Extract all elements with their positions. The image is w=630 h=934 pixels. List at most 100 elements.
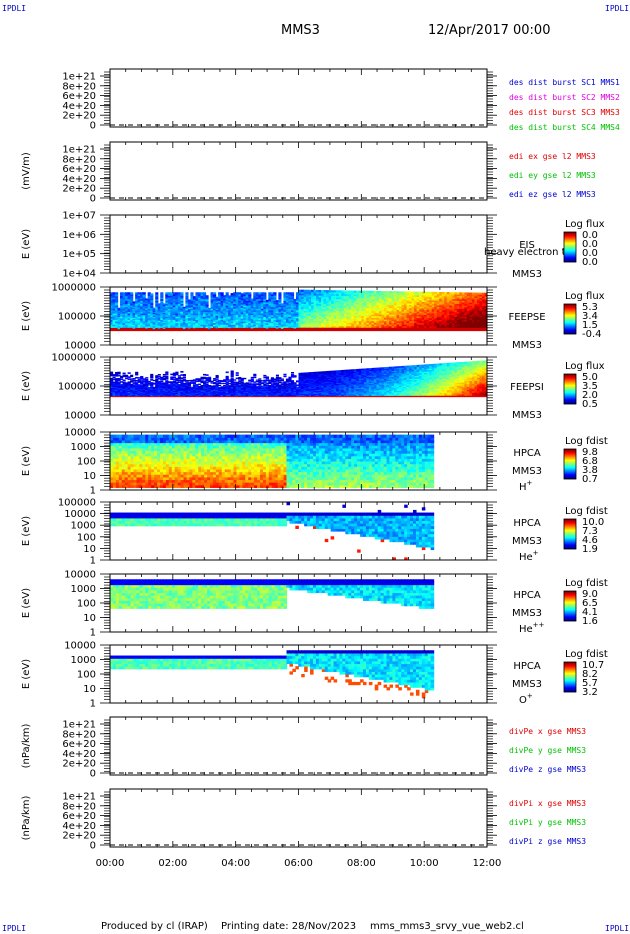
spectrogram-cell xyxy=(162,393,166,396)
spectrogram-cell xyxy=(233,381,237,383)
spectrogram-cell xyxy=(233,390,237,393)
spectrogram-cell xyxy=(215,316,219,319)
spectrogram-cell xyxy=(388,297,393,300)
spectrogram-cell xyxy=(459,301,463,305)
spectrogram-cell xyxy=(313,315,317,318)
spectrogram-cell xyxy=(368,302,372,305)
spectrogram-cell xyxy=(142,325,146,328)
spectrogram-cell xyxy=(456,292,460,295)
colorbar-step xyxy=(564,242,576,244)
spectrogram-cell xyxy=(308,311,312,315)
spectrogram-cell xyxy=(439,311,443,314)
spectrogram-cell xyxy=(336,295,340,298)
spectrogram-cell xyxy=(303,289,307,293)
spectrogram-cell xyxy=(195,320,199,324)
spectrogram-cell xyxy=(383,295,388,299)
spectrogram-cell xyxy=(152,393,156,395)
spectrogram-cell xyxy=(399,325,403,328)
spectrogram-cell xyxy=(328,323,332,327)
spectrogram-cell xyxy=(132,392,136,394)
spectrogram-cell xyxy=(366,297,370,300)
spectrogram-cell xyxy=(368,294,372,297)
spectrogram-cell xyxy=(130,383,134,386)
spectrogram-cell xyxy=(187,329,192,332)
spectrogram-cell xyxy=(225,314,229,317)
spectrogram-cell xyxy=(110,372,114,375)
spectrogram-cell xyxy=(376,292,380,295)
spectrogram-cell xyxy=(414,307,418,311)
spectrogram-cell xyxy=(147,392,151,394)
spectrogram-cell xyxy=(391,310,395,314)
spectrogram-cell xyxy=(338,293,342,296)
spectrogram-cell xyxy=(459,305,463,308)
colorbar-step xyxy=(564,255,576,257)
spectrogram-cell xyxy=(225,320,229,324)
spectrogram-cell xyxy=(140,293,144,297)
spectrogram-cell xyxy=(210,292,214,295)
spectrogram-cell xyxy=(230,318,234,321)
spectrogram-cell xyxy=(464,295,468,298)
spectrogram-cell xyxy=(419,302,423,306)
spectrogram-cell xyxy=(481,305,486,308)
spectrogram-cell xyxy=(135,305,139,308)
spectrogram-cell xyxy=(135,292,139,295)
spectrogram-cell xyxy=(205,378,209,380)
spectrogram-cell xyxy=(461,314,465,317)
spectrogram-cell xyxy=(295,301,300,305)
spectrogram-cell xyxy=(152,393,156,396)
spectrogram-cell xyxy=(268,324,272,327)
spectrogram-cell xyxy=(185,393,189,396)
spectrogram-cell xyxy=(137,377,141,379)
spectrogram-cell xyxy=(336,291,340,295)
spectrogram-cell xyxy=(394,309,398,312)
spectrogram-cell xyxy=(356,315,360,318)
spectrogram-cell xyxy=(290,324,295,327)
spectrogram-cell xyxy=(446,295,450,298)
spectrogram-cell xyxy=(125,327,129,330)
spectrogram-cell xyxy=(401,294,405,297)
spectrogram-cell xyxy=(295,322,300,325)
spectrogram-cell xyxy=(235,374,239,376)
spectrogram-cell xyxy=(132,388,136,390)
spectrogram-cell xyxy=(298,311,302,315)
spectrogram-cell xyxy=(321,317,325,320)
spectrogram-cell xyxy=(248,391,252,393)
spectrogram-cell xyxy=(115,379,119,381)
spectrogram-cell xyxy=(150,375,154,378)
spectrogram-cell xyxy=(333,313,337,316)
spectrogram-cell xyxy=(157,310,161,312)
spectrogram-cell xyxy=(363,307,367,310)
spectrogram-cell xyxy=(145,385,149,388)
spectrogram-cell xyxy=(346,325,350,328)
spectrogram-cell xyxy=(456,309,460,312)
spectrogram-cell xyxy=(321,315,325,318)
spectrogram-cell xyxy=(218,325,222,328)
spectrogram-cell xyxy=(147,395,151,397)
spectrogram-cell xyxy=(175,327,179,330)
colorbar-step xyxy=(564,238,576,240)
spectrogram-cell xyxy=(233,319,237,322)
spectrogram-cell xyxy=(348,327,352,330)
spectrogram-cell xyxy=(170,292,174,295)
spectrogram-cell xyxy=(474,298,478,302)
spectrogram-cell xyxy=(243,303,247,306)
spectrogram-cell xyxy=(353,298,357,302)
spectrogram-cell xyxy=(213,389,217,391)
spectrogram-cell xyxy=(338,297,342,300)
spectrogram-cell xyxy=(145,326,149,329)
spectrogram-cell xyxy=(326,315,330,318)
spectrogram-cell xyxy=(122,327,126,330)
spectrogram-cell xyxy=(298,318,302,321)
spectrogram-cell xyxy=(366,320,370,323)
spectrogram-cell xyxy=(162,375,166,378)
spectrogram-cell xyxy=(346,323,350,327)
spectrogram-cell xyxy=(306,318,310,321)
spectrogram-cell xyxy=(441,292,445,295)
spectrogram-cell xyxy=(157,307,161,310)
spectrogram-cell xyxy=(210,308,214,311)
spectrogram-cell xyxy=(122,312,126,316)
spectrogram-cell xyxy=(326,295,330,298)
spectrogram-cell xyxy=(469,316,473,319)
spectrogram-cell xyxy=(147,322,151,325)
spectrogram-cell xyxy=(353,310,357,313)
